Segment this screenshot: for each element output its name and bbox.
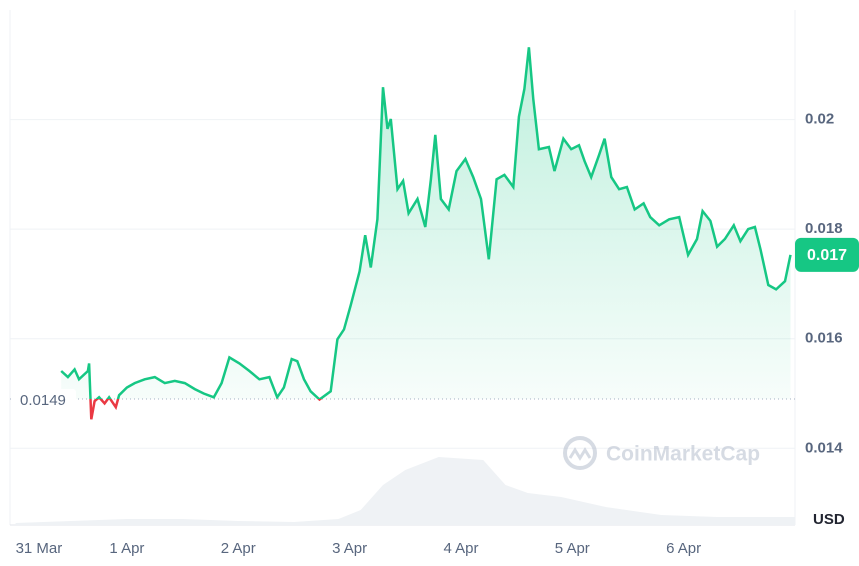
price-badge: [795, 237, 859, 272]
baseline-label: 0.0149: [20, 392, 66, 409]
price-badge-label: 0.017: [807, 247, 847, 264]
x-tick-label: 6 Apr: [666, 540, 701, 557]
volume-area: [15, 457, 795, 525]
x-tick-label: 1 Apr: [109, 540, 144, 557]
price-area: [61, 47, 791, 399]
x-tick-label: 2 Apr: [221, 540, 256, 557]
baseline-label-bg: [14, 388, 76, 409]
y-tick-label: 0.016: [805, 330, 843, 347]
currency-label: USD: [813, 511, 845, 528]
x-tick-label: 4 Apr: [443, 540, 478, 557]
y-tick-label: 0.02: [805, 111, 834, 128]
price-line-up: [60, 47, 792, 399]
watermark: CoinMarketCap: [563, 436, 760, 470]
watermark-text: CoinMarketCap: [606, 443, 760, 466]
x-tick-label: 31 Mar: [16, 540, 63, 557]
x-tick-label: 3 Apr: [332, 540, 367, 557]
x-tick-label: 5 Apr: [555, 540, 590, 557]
y-tick-label: 0.014: [805, 439, 843, 456]
y-tick-label: 0.018: [805, 220, 843, 237]
